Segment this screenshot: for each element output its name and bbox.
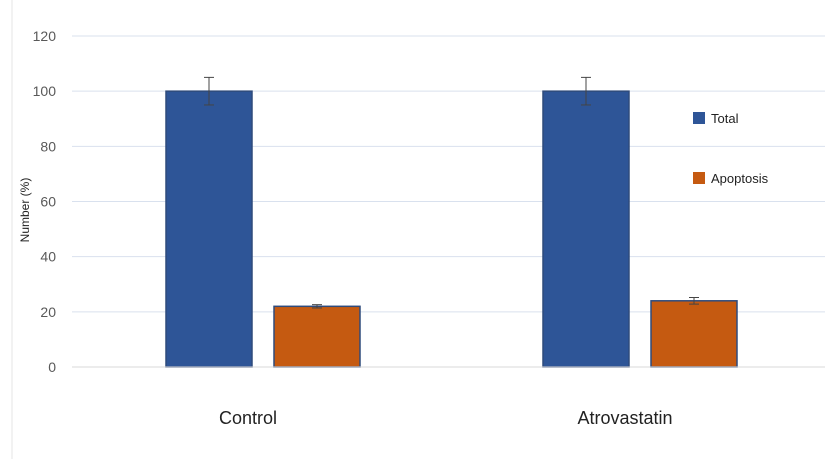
bar-total-atrovastatin xyxy=(542,90,630,368)
legend-swatch-apoptosis xyxy=(693,172,705,184)
y-axis-title: Number (%) xyxy=(18,178,32,243)
y-tick-label: 120 xyxy=(33,28,57,44)
bars xyxy=(165,76,738,368)
x-category-label: Control xyxy=(219,408,277,428)
legend: Total Apoptosis xyxy=(693,111,769,186)
y-tick-label: 40 xyxy=(40,249,56,265)
y-tick-label: 20 xyxy=(40,304,56,320)
legend-swatch-total xyxy=(693,112,705,124)
legend-label-total: Total xyxy=(711,111,739,126)
bar-apoptosis-atrovastatin xyxy=(650,300,738,368)
y-tick-label: 60 xyxy=(40,194,56,210)
y-tick-label: 100 xyxy=(33,83,57,99)
bar-total-control xyxy=(165,90,253,368)
y-tick-label: 80 xyxy=(40,138,56,154)
category-labels: Control Atrovastatin xyxy=(219,408,673,428)
bar-apoptosis-control xyxy=(273,305,361,368)
y-tick-label: 0 xyxy=(48,359,56,375)
legend-label-apoptosis: Apoptosis xyxy=(711,171,769,186)
x-category-label: Atrovastatin xyxy=(577,408,672,428)
